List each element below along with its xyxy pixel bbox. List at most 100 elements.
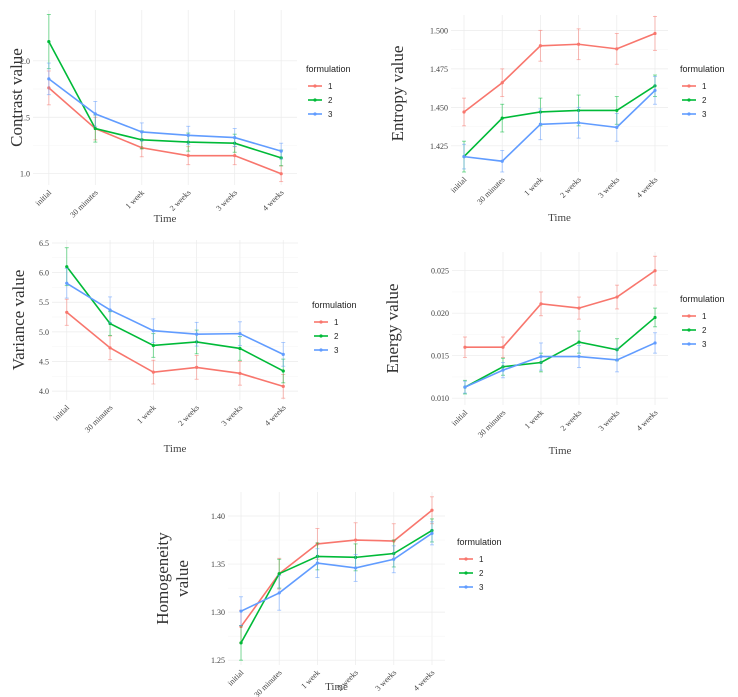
x-tick-label: 4 weeks: [263, 403, 288, 428]
y-axis-title: Energy value: [383, 284, 402, 374]
x-tick-label: 1 week: [522, 175, 545, 198]
y-tick-label: 0.015: [431, 352, 449, 361]
series-3: [462, 332, 658, 394]
data-point: [500, 159, 504, 163]
series-line: [48, 87, 282, 175]
legend-key-point: [464, 571, 468, 575]
series-line: [463, 32, 656, 113]
y-tick-label: 1.0: [20, 170, 30, 179]
data-point: [353, 538, 358, 542]
data-point: [501, 345, 505, 349]
series-1: [239, 496, 434, 644]
y-tick-label: 5.0: [39, 328, 49, 337]
x-axis-title: Time: [154, 213, 177, 225]
data-point: [463, 385, 467, 389]
legend-key-point: [313, 84, 317, 88]
data-point: [577, 340, 581, 344]
legend-label: 1: [334, 318, 339, 327]
data-point: [392, 557, 396, 561]
data-point: [281, 352, 285, 356]
y-tick-label: 5.5: [39, 298, 49, 307]
x-tick-label: 2 weeks: [168, 188, 193, 213]
legend-label: 2: [328, 96, 333, 105]
y-axis-title: Variance value: [9, 270, 28, 371]
x-tick-label: initial: [449, 175, 469, 195]
x-tick-label: 3 weeks: [220, 403, 245, 428]
series-1: [46, 70, 284, 183]
y-tick-label: 1.25: [211, 656, 225, 665]
data-point: [195, 365, 199, 370]
legend-key-point: [687, 328, 691, 332]
data-point: [281, 369, 285, 373]
x-tick-label: initial: [226, 668, 246, 688]
y-tick-label: 1.475: [430, 65, 448, 74]
x-tick-label: 4 weeks: [261, 188, 286, 213]
y-tick-label: 0.010: [431, 394, 449, 403]
x-tick-label: 4 weeks: [635, 408, 660, 433]
legend-label: 2: [479, 569, 484, 578]
chart-panel-1: 1.0 1.5 2.0 initial 30 minutes 1 week 2 weeks 3…: [7, 10, 351, 225]
data-point: [576, 121, 581, 125]
chart-panel-3: 4.0 4.5 5.0 5.5 6.0 6.5 initial 30 minutes 1 wee…: [9, 239, 357, 455]
x-tick-label: 3 weeks: [214, 188, 239, 213]
series-line: [66, 311, 284, 388]
legend: formulation 1 2 3: [457, 537, 502, 592]
legend-title: formulation: [312, 300, 357, 310]
x-tick-label: 30 minutes: [83, 403, 114, 434]
legend-title: formulation: [306, 64, 351, 74]
data-point: [538, 44, 543, 48]
series-3: [64, 267, 286, 367]
legend-label: 3: [334, 346, 339, 355]
x-tick-label: 1 week: [299, 668, 322, 691]
data-point: [151, 329, 155, 333]
legend-label: 2: [702, 96, 707, 105]
data-point: [186, 154, 190, 158]
legend-label: 1: [702, 82, 707, 91]
data-point: [353, 566, 358, 570]
data-point: [430, 508, 434, 512]
legend-key-point: [319, 334, 323, 338]
data-point: [577, 354, 581, 359]
series-line: [240, 532, 433, 612]
legend: formulation 1 2 3: [680, 294, 725, 349]
legend-label: 2: [334, 332, 339, 341]
chart-panel-2: 1.425 1.450 1.475 1.500 initial 30 minutes 1 w…: [388, 15, 725, 224]
x-tick-label: 3 weeks: [596, 175, 621, 200]
series-line: [463, 89, 656, 163]
data-point: [238, 346, 242, 351]
y-tick-label: 1.500: [430, 26, 448, 35]
y-tick-label: 6.0: [39, 269, 49, 278]
legend-key-point: [319, 348, 323, 352]
data-point: [195, 332, 199, 336]
series-line: [48, 41, 282, 159]
x-tick-label: 30 minutes: [475, 175, 506, 206]
data-point: [576, 42, 581, 46]
series-2: [46, 14, 284, 167]
x-tick-label: 3 weeks: [597, 408, 622, 433]
y-tick-label: 1.35: [211, 560, 225, 569]
y-tick-label: 1.40: [211, 512, 225, 521]
series-line: [463, 85, 656, 158]
legend-key-point: [464, 585, 468, 589]
data-point: [65, 265, 69, 269]
y-tick-label: 1.450: [430, 103, 448, 112]
legend-label: 3: [328, 110, 333, 119]
x-tick-label: 1 week: [135, 403, 158, 426]
series-1: [462, 255, 658, 358]
x-tick-label: 4 weeks: [635, 175, 660, 200]
x-tick-label: 3 weeks: [373, 668, 398, 693]
legend-title: formulation: [680, 294, 725, 304]
legend-key-point: [687, 98, 691, 102]
y-tick-label: 1.30: [211, 608, 225, 617]
series-3: [239, 521, 434, 627]
data-point: [281, 384, 285, 388]
series-3: [46, 62, 284, 160]
y-tick-label: 0.025: [431, 267, 449, 276]
series-2: [462, 307, 658, 395]
x-axis-title: Time: [164, 443, 187, 455]
chart-panel-5: 1.25 1.30 1.35 1.40 initial 30 minutes 1 week 2…: [153, 492, 502, 697]
series-1: [462, 16, 657, 127]
series-line: [48, 78, 282, 152]
series-line: [464, 316, 656, 388]
legend-key-point: [464, 557, 468, 561]
